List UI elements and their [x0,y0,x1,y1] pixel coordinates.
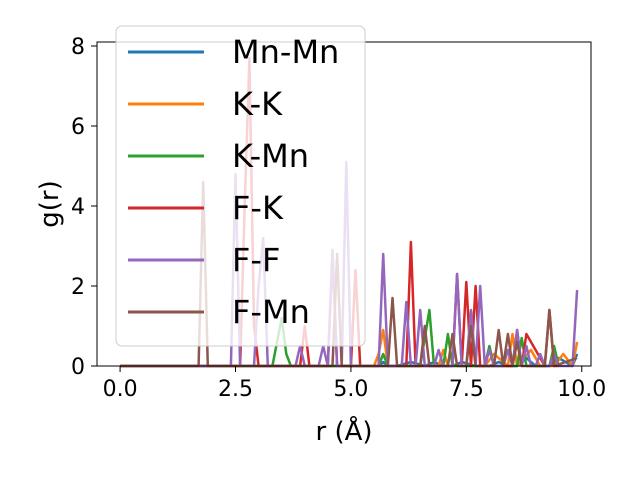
legend-label-0: Mn-Mn [232,33,339,71]
legend-label-3: F-K [232,189,284,227]
y-tick-label: 0 [71,355,85,380]
y-axis-label: g(r) [35,180,65,227]
x-axis-label: r (Å) [315,415,372,447]
x-tick-label: 2.5 [218,377,253,402]
x-tick-label: 0.0 [103,377,138,402]
y-tick-label: 6 [71,115,85,140]
legend-label-5: F-Mn [232,293,310,331]
x-tick-label: 7.5 [449,377,484,402]
y-tick-label: 2 [71,275,85,300]
legend-box [115,25,366,347]
x-tick-label: 5.0 [333,377,368,402]
legend-label-2: K-Mn [232,137,309,175]
y-tick-label: 8 [71,35,85,60]
legend-label-1: K-K [232,85,283,123]
legend-label-4: F-F [232,241,280,279]
x-tick-label: 10.0 [557,377,606,402]
legend: Mn-Mn K-K K-Mn F-K F-F F-Mn [115,25,366,347]
y-tick-label: 4 [71,195,85,220]
tick-layer: 0.0 2.5 5.0 7.5 10.0 0 2 4 6 8 [71,35,606,402]
